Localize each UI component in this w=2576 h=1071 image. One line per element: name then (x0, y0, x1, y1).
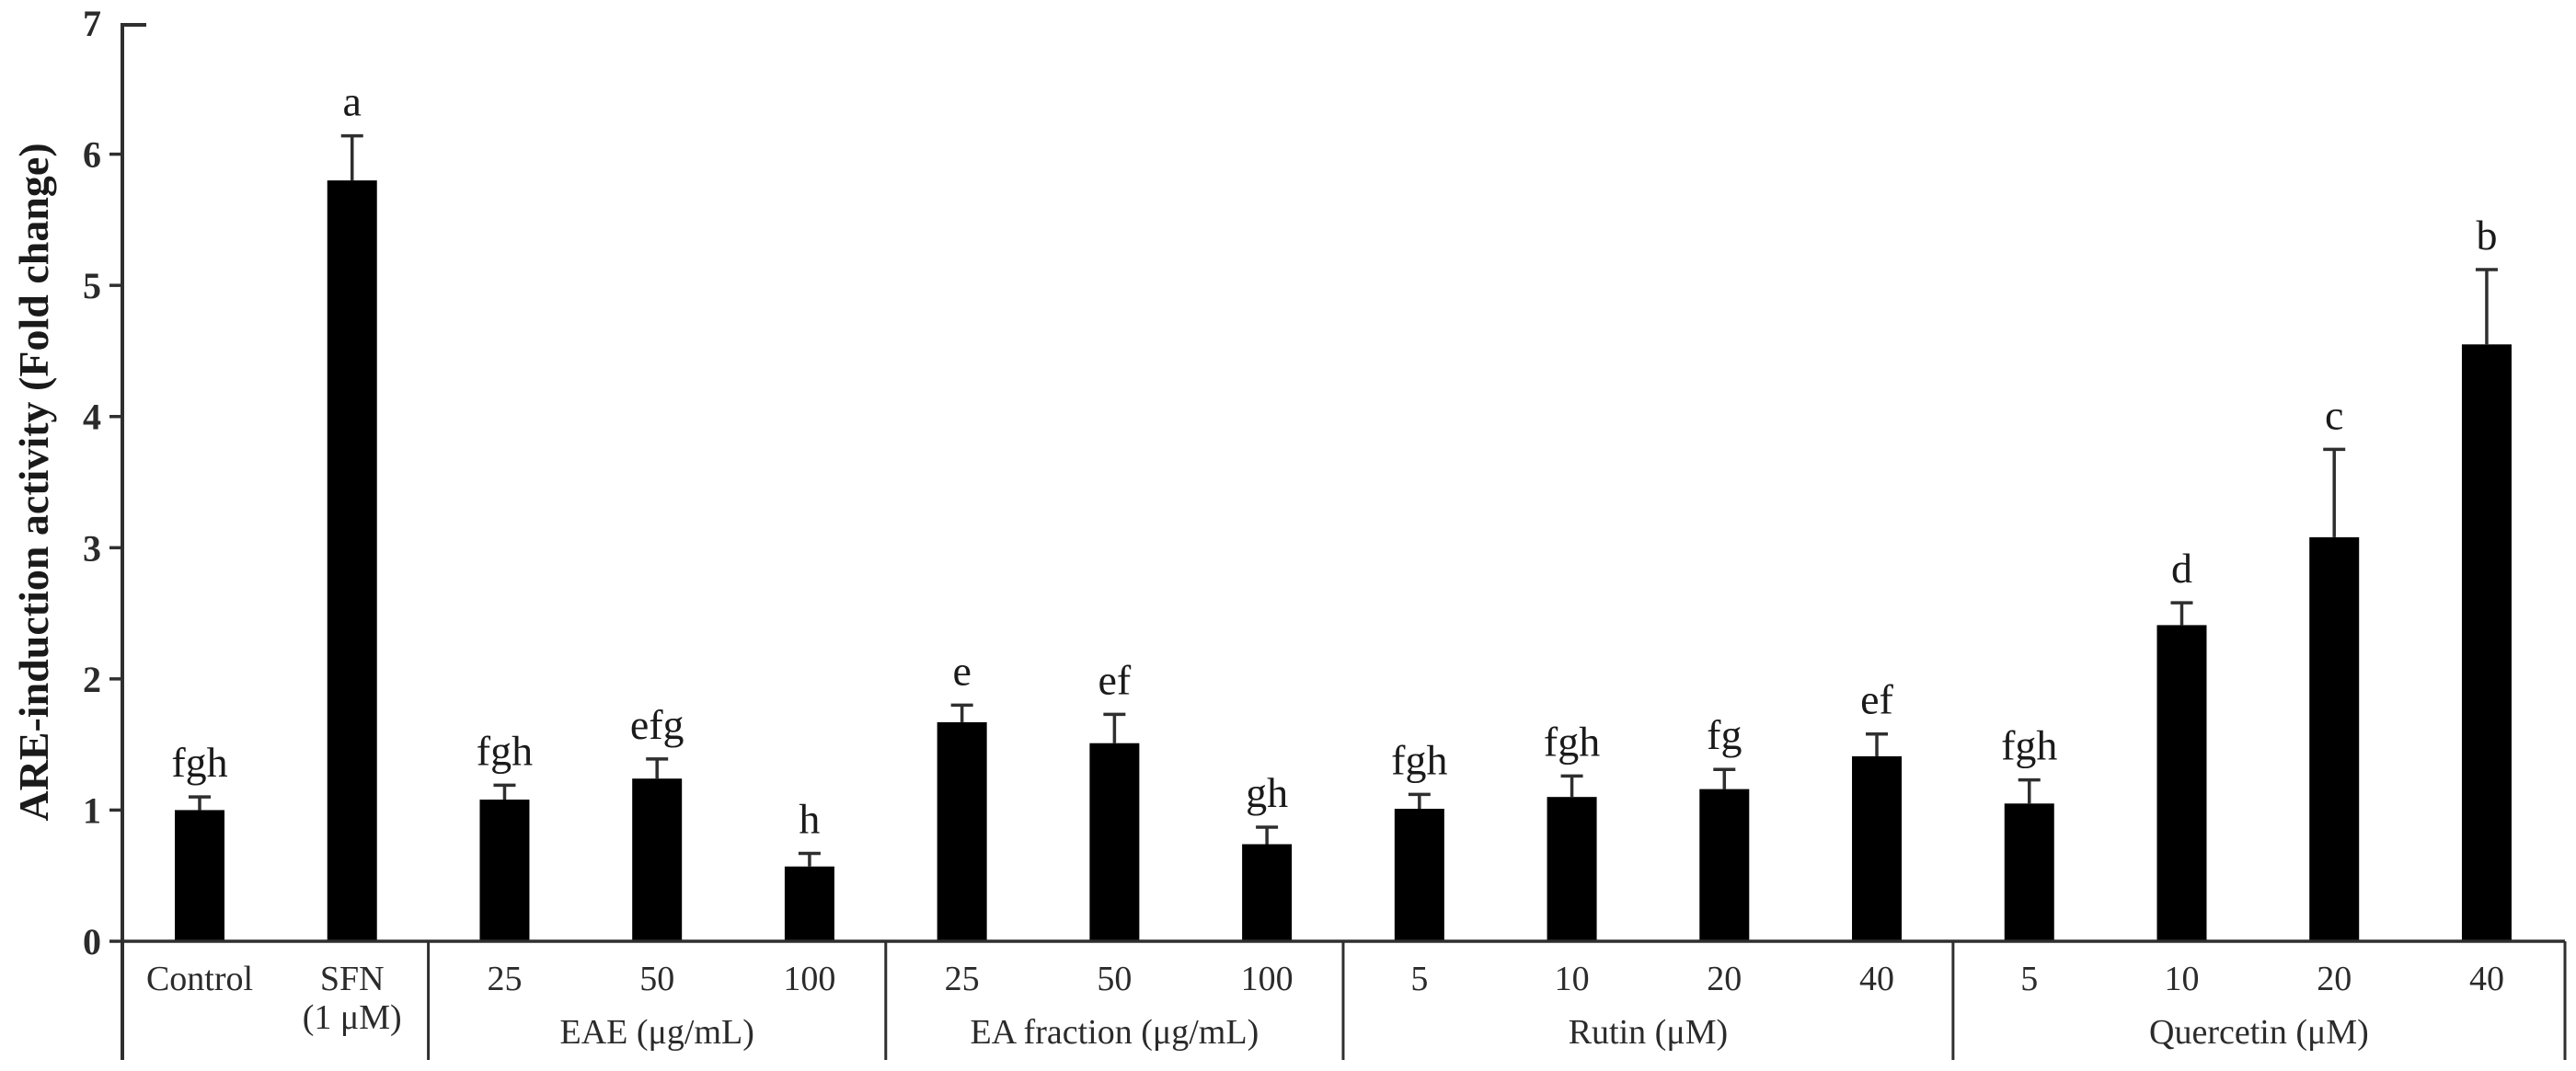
significance-letter: fgh (2001, 722, 2057, 769)
significance-letter: h (799, 795, 820, 842)
significance-letter: gh (1246, 769, 1288, 816)
bar (175, 810, 224, 941)
significance-letter: ef (1098, 656, 1132, 703)
bar (784, 866, 834, 941)
bar (632, 778, 683, 941)
significance-letter: fgh (171, 739, 227, 786)
y-axis-title: ARE-induction activity (Fold change) (10, 143, 57, 821)
category-label-line2: (1 μM) (303, 998, 402, 1037)
category-label: 20 (2317, 960, 2352, 998)
bar (937, 721, 987, 941)
significance-letter: e (952, 647, 971, 694)
category-label: 40 (2469, 960, 2504, 998)
category-label: 10 (2164, 960, 2199, 998)
category-label: 25 (487, 960, 522, 998)
category-label: 50 (639, 960, 674, 998)
significance-letter: fg (1707, 711, 1742, 758)
significance-letter: c (2325, 391, 2343, 438)
category-label: 5 (2020, 960, 2038, 998)
bar (1699, 789, 1750, 941)
bar (1547, 797, 1597, 941)
y-tick-label: 7 (83, 3, 101, 44)
category-label: 40 (1859, 960, 1894, 998)
category-label: 25 (945, 960, 980, 998)
significance-letter: fgh (1391, 736, 1447, 783)
y-tick-label: 1 (83, 789, 101, 831)
category-label: 50 (1097, 960, 1132, 998)
y-tick-label: 4 (83, 397, 101, 438)
category-label: 100 (1241, 960, 1294, 998)
bar (2004, 803, 2054, 941)
category-label: Control (146, 960, 253, 998)
significance-letter: efg (630, 701, 684, 748)
significance-letter: b (2476, 212, 2497, 259)
group-label: Quercetin (μM) (2149, 1013, 2369, 1052)
category-label: SFN (320, 960, 385, 998)
significance-letter: ef (1860, 676, 1893, 723)
y-tick-label: 0 (83, 921, 101, 962)
y-tick-label: 5 (83, 265, 101, 306)
bar (2461, 344, 2512, 941)
bar (2156, 625, 2207, 941)
category-label: 10 (1555, 960, 1590, 998)
bar (479, 800, 530, 941)
significance-letter: a (343, 78, 362, 125)
significance-letter: d (2171, 545, 2192, 592)
y-tick-label: 2 (83, 659, 101, 700)
significance-letter: fgh (477, 727, 533, 774)
bar (2309, 536, 2360, 941)
bar (1242, 844, 1293, 941)
category-label: 20 (1707, 960, 1742, 998)
bar (327, 180, 377, 942)
group-label: Rutin (μM) (1569, 1013, 1728, 1052)
significance-letter: fgh (1544, 718, 1600, 765)
group-label: EAE (μg/mL) (560, 1013, 754, 1052)
category-label: 5 (1410, 960, 1428, 998)
category-label: 100 (783, 960, 835, 998)
group-label: EA fraction (μg/mL) (971, 1013, 1259, 1052)
y-tick-label: 3 (83, 527, 101, 569)
bar (1852, 755, 1903, 941)
y-tick-label: 6 (83, 134, 101, 176)
bar (1089, 743, 1140, 941)
bar (1394, 809, 1444, 941)
